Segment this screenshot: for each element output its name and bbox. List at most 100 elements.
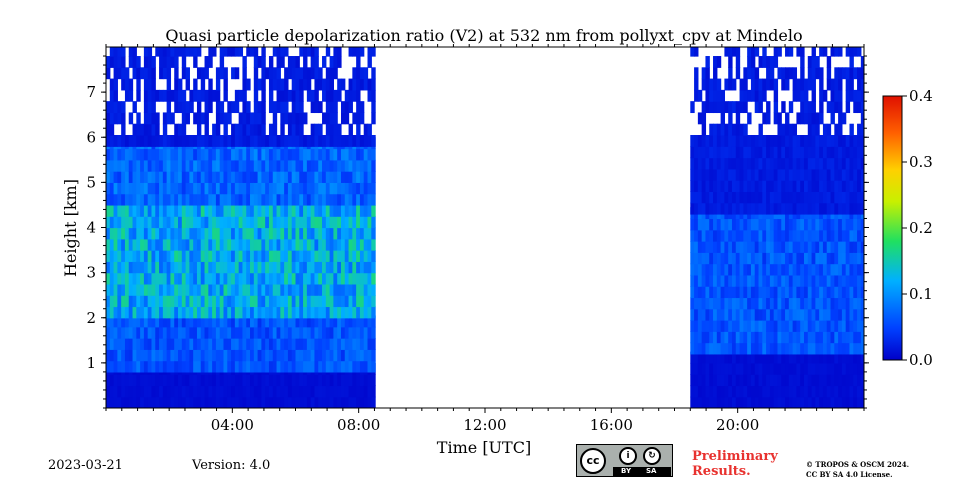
heatmap-cell — [826, 78, 832, 91]
heatmap-cell — [705, 218, 710, 231]
heatmap-cell — [803, 320, 809, 332]
heatmap-cell — [694, 47, 699, 57]
heatmap-cell — [860, 123, 864, 136]
heatmap-cell — [743, 101, 748, 114]
heatmap-cell — [113, 171, 118, 183]
heatmap-cell — [181, 227, 187, 240]
heatmap-cell — [841, 157, 847, 170]
heatmap-cell — [109, 216, 115, 229]
heatmap-cell — [762, 374, 767, 387]
heatmap-cell — [136, 193, 141, 206]
heatmap-cell — [265, 338, 270, 350]
heatmap-cell — [333, 283, 338, 296]
heatmap-cell — [246, 295, 251, 308]
heatmap-cell — [713, 168, 718, 181]
heatmap-cell — [754, 320, 760, 332]
heatmap-cell — [193, 171, 198, 183]
heatmap-cell — [826, 168, 832, 181]
heatmap-cell — [227, 193, 232, 206]
heatmap-cell — [785, 385, 790, 398]
heatmap-cell — [272, 360, 278, 373]
heatmap-cell — [219, 385, 225, 398]
heatmap-cell — [860, 362, 864, 375]
heatmap-cell — [337, 171, 342, 183]
heatmap-cell — [853, 202, 858, 215]
heatmap-cell — [766, 263, 771, 276]
heatmap-cell — [838, 229, 843, 242]
heatmap-cell — [261, 112, 266, 125]
heatmap-cell — [117, 227, 122, 240]
heatmap-cell — [800, 351, 805, 364]
heatmap-cell — [159, 171, 164, 183]
heatmap-cell — [208, 204, 213, 217]
heatmap-cell — [208, 261, 213, 274]
heatmap-cell — [231, 326, 236, 339]
heatmap-cell — [306, 159, 312, 172]
heatmap-cell — [333, 396, 338, 408]
heatmap-cell — [306, 360, 312, 373]
heatmap-cell — [356, 123, 361, 136]
heatmap-cell — [743, 78, 748, 91]
heatmap-cell — [178, 134, 183, 147]
heatmap-cell — [162, 89, 168, 102]
cc-license-badge[interactable]: cc i ↻ BY SA — [576, 444, 673, 477]
heatmap-cell — [785, 202, 790, 215]
heatmap-cell — [303, 47, 308, 57]
heatmap-cell — [155, 295, 160, 308]
heatmap-cell — [306, 272, 312, 285]
heatmap-cell — [185, 295, 190, 308]
heatmap-cell — [758, 146, 763, 159]
heatmap-cell — [322, 326, 327, 339]
heatmap-cell — [371, 134, 376, 147]
heatmap-cell — [121, 56, 126, 68]
y-tick-label: 1 — [86, 354, 96, 372]
heatmap-cell — [204, 216, 209, 229]
heatmap-cell — [766, 385, 771, 398]
heatmap-cell — [337, 182, 342, 195]
heatmap-cell — [716, 331, 722, 344]
heatmap-cell — [724, 241, 729, 253]
heatmap-cell — [796, 320, 801, 332]
heatmap-cell — [735, 274, 741, 287]
heatmap-cell — [121, 112, 126, 125]
heatmap-cell — [352, 360, 357, 373]
heatmap-cell — [359, 67, 365, 80]
heatmap-cell — [735, 331, 741, 344]
heatmap-cell — [367, 385, 372, 398]
heatmap-cell — [701, 241, 707, 253]
heatmap-cell — [822, 202, 828, 215]
heatmap-cell — [800, 229, 805, 242]
heatmap-cell — [166, 112, 172, 125]
heatmap-cell — [284, 159, 289, 172]
heatmap-cell — [724, 134, 729, 147]
heatmap-cell — [796, 134, 801, 147]
heatmap-cell — [853, 342, 858, 355]
heatmap-cell — [769, 342, 775, 355]
heatmap-cell — [747, 146, 752, 159]
heatmap-cell — [860, 157, 864, 170]
heatmap-cell — [853, 229, 858, 242]
heatmap-cell — [117, 112, 122, 125]
heatmap-cell — [306, 216, 312, 229]
heatmap-cell — [803, 297, 809, 310]
heatmap-cell — [223, 78, 228, 91]
heatmap-cell — [841, 342, 847, 355]
heatmap-cell — [314, 385, 319, 398]
heatmap-cell — [371, 101, 376, 114]
y-tick-label: 2 — [86, 309, 96, 327]
heatmap-cell — [322, 182, 327, 195]
heatmap-cell — [758, 286, 763, 299]
heatmap-cell — [106, 193, 111, 206]
heatmap-cell — [238, 306, 244, 319]
heatmap-cell — [291, 216, 297, 229]
heatmap-cell — [340, 171, 346, 183]
heatmap-cell — [773, 241, 779, 253]
heatmap-cell — [234, 171, 240, 183]
heatmap-cell — [785, 252, 790, 265]
heatmap-cell — [694, 263, 699, 276]
heatmap-cell — [796, 191, 801, 204]
heatmap-cell — [170, 283, 175, 296]
heatmap-cell — [785, 362, 790, 375]
heatmap-cell — [306, 193, 312, 206]
